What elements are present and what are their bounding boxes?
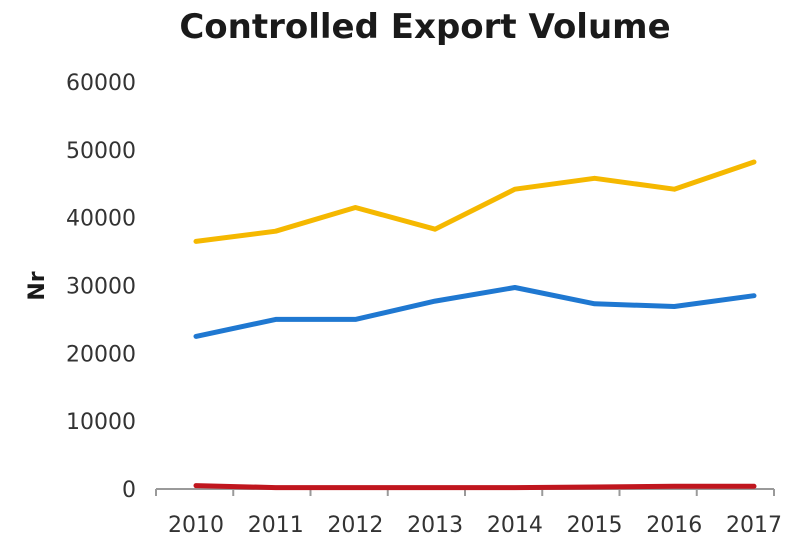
x-tick-label: 2013 [407,513,463,538]
x-tick-label: 2017 [726,513,782,538]
x-tick-label: 2015 [567,513,623,538]
series-lines [193,159,757,491]
y-axis-ticks: 0 10000 20000 30000 40000 50000 60000 [66,71,136,503]
y-tick-label: 0 [122,478,136,503]
y-tick-label: 60000 [66,71,136,96]
y-tick-label: 50000 [66,139,136,164]
y-tick-label: 40000 [66,207,136,232]
y-tick-label: 20000 [66,342,136,367]
series-line-1 [193,159,757,244]
x-tick-label: 2010 [168,513,224,538]
y-tick-label: 30000 [66,275,136,300]
x-axis-ticks: 2010 2011 2012 2013 2014 2015 2016 2017 [155,489,782,538]
chart-title: Controlled Export Volume [179,7,670,47]
y-tick-label: 10000 [66,410,136,435]
y-axis-label: Nr [25,271,50,300]
x-tick-label: 2014 [487,513,543,538]
x-tick-label: 2012 [327,513,383,538]
series-line-2 [193,285,757,339]
x-tick-label: 2016 [646,513,702,538]
series-line-3 [193,483,757,491]
x-tick-label: 2011 [248,513,304,538]
